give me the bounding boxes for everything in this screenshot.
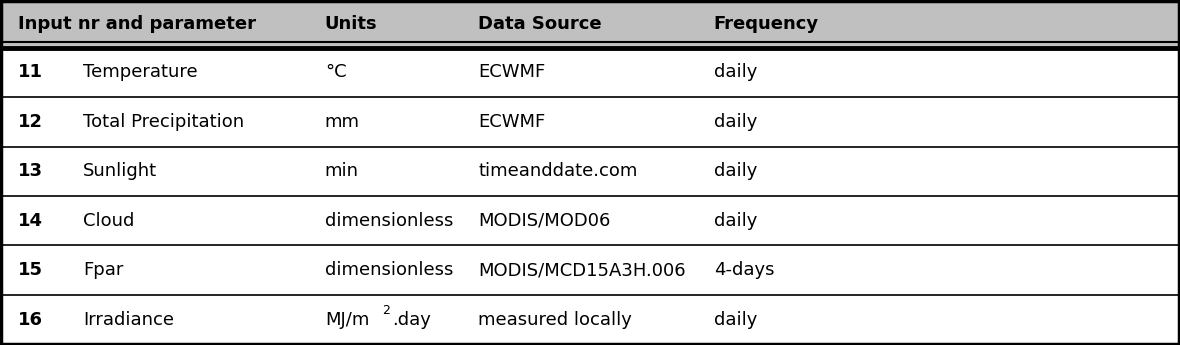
Bar <box>1 245 1179 295</box>
Text: Fpar: Fpar <box>84 261 124 279</box>
Text: Total Precipitation: Total Precipitation <box>84 113 244 131</box>
Text: Frequency: Frequency <box>714 15 819 33</box>
Text: min: min <box>324 162 359 180</box>
Bar <box>1 295 1179 344</box>
Text: Irradiance: Irradiance <box>84 310 175 328</box>
Text: ECWMF: ECWMF <box>478 63 545 81</box>
Text: Temperature: Temperature <box>84 63 198 81</box>
Text: 14: 14 <box>19 212 44 230</box>
Text: dimensionless: dimensionless <box>324 212 453 230</box>
Text: measured locally: measured locally <box>478 310 632 328</box>
Text: 12: 12 <box>19 113 44 131</box>
Text: Cloud: Cloud <box>84 212 135 230</box>
Text: Data Source: Data Source <box>478 15 602 33</box>
Text: daily: daily <box>714 113 758 131</box>
Text: Units: Units <box>324 15 378 33</box>
Text: MODIS/MCD15A3H.006: MODIS/MCD15A3H.006 <box>478 261 686 279</box>
Bar <box>1 1 1179 48</box>
Text: timeanddate.com: timeanddate.com <box>478 162 637 180</box>
Text: daily: daily <box>714 310 758 328</box>
Bar <box>1 196 1179 245</box>
Text: mm: mm <box>324 113 360 131</box>
Bar <box>1 97 1179 147</box>
Text: daily: daily <box>714 162 758 180</box>
Text: Input nr and parameter: Input nr and parameter <box>19 15 256 33</box>
Text: 2: 2 <box>382 304 389 317</box>
Text: 13: 13 <box>19 162 44 180</box>
Bar <box>1 147 1179 196</box>
Text: ECWMF: ECWMF <box>478 113 545 131</box>
Text: .day: .day <box>392 310 431 328</box>
Text: °C: °C <box>324 63 347 81</box>
Text: 11: 11 <box>19 63 44 81</box>
Text: daily: daily <box>714 212 758 230</box>
Text: MJ/m: MJ/m <box>324 310 369 328</box>
Text: dimensionless: dimensionless <box>324 261 453 279</box>
Text: 4-days: 4-days <box>714 261 774 279</box>
Text: 15: 15 <box>19 261 44 279</box>
Text: Sunlight: Sunlight <box>84 162 157 180</box>
Text: MODIS/MOD06: MODIS/MOD06 <box>478 212 610 230</box>
Text: 16: 16 <box>19 310 44 328</box>
Bar <box>1 48 1179 97</box>
Text: daily: daily <box>714 63 758 81</box>
